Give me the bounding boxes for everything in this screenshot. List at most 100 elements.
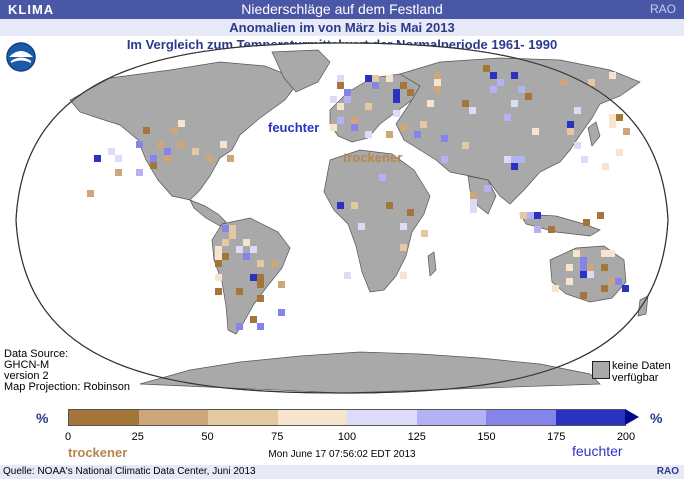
nodata-line1: keine Daten xyxy=(612,360,671,372)
anomaly-cell xyxy=(609,121,616,128)
anomaly-cell xyxy=(386,202,393,209)
anomaly-cell xyxy=(602,163,609,170)
nodata-swatch xyxy=(592,361,610,379)
anomaly-cell xyxy=(236,323,243,330)
legend-tick-175: 175 xyxy=(547,431,566,443)
anomaly-cell xyxy=(243,253,250,260)
anomaly-cell xyxy=(441,135,448,142)
anomaly-cell xyxy=(400,223,407,230)
legend-swatch-7 xyxy=(555,410,625,425)
anomaly-cell xyxy=(581,156,588,163)
section-label: KLIMA xyxy=(8,2,55,17)
anomaly-cell xyxy=(434,72,441,79)
anomaly-cell xyxy=(527,212,534,219)
anomaly-cell xyxy=(220,141,227,148)
legend-swatch-5 xyxy=(416,410,486,425)
anomaly-cell xyxy=(597,212,604,219)
anomaly-cell xyxy=(192,148,199,155)
anomaly-cell xyxy=(567,128,574,135)
anomaly-cell xyxy=(164,148,171,155)
anomaly-cell xyxy=(608,250,615,257)
timestamp: Mon June 17 07:56:02 EDT 2013 xyxy=(268,449,416,460)
anomaly-cell xyxy=(580,292,587,299)
anomaly-cell xyxy=(560,79,567,86)
anomaly-cell xyxy=(351,124,358,131)
anomaly-cell xyxy=(601,285,608,292)
anomaly-cell xyxy=(337,75,344,82)
anomaly-cell xyxy=(215,253,222,260)
anomaly-cell xyxy=(518,86,525,93)
anomaly-cell xyxy=(511,163,518,170)
anomaly-cell xyxy=(222,253,229,260)
anomaly-cell xyxy=(583,219,590,226)
anomaly-cell xyxy=(616,149,623,156)
anomaly-cell xyxy=(504,114,511,121)
legend-label-dry: trockener xyxy=(68,445,128,460)
anomaly-cell xyxy=(236,246,243,253)
nodata-line2: verfügbar xyxy=(612,372,659,384)
anomaly-cell xyxy=(365,75,372,82)
anomaly-cell xyxy=(94,155,101,162)
anomaly-cell xyxy=(462,100,469,107)
anomaly-cell xyxy=(504,156,511,163)
legend-swatch-1 xyxy=(138,410,208,425)
anomaly-cell xyxy=(150,162,157,169)
anomaly-cell xyxy=(150,155,157,162)
anomaly-cell xyxy=(587,271,594,278)
japan xyxy=(587,121,601,147)
legend-tick-25: 25 xyxy=(131,431,144,443)
anomaly-cell xyxy=(358,223,365,230)
anomaly-cell xyxy=(623,128,630,135)
anomaly-cell xyxy=(372,75,379,82)
footer-brand: RAO xyxy=(656,466,679,477)
anomaly-cell xyxy=(566,278,573,285)
north-america xyxy=(69,61,301,201)
anomaly-cell xyxy=(278,281,285,288)
anomaly-cell xyxy=(525,93,532,100)
anomaly-cell xyxy=(393,96,400,103)
anomaly-cell xyxy=(407,89,414,96)
title-bar: KLIMA Niederschläge auf dem Festland RAO xyxy=(0,0,684,19)
anomaly-cell xyxy=(178,120,185,127)
anomaly-cell xyxy=(400,82,407,89)
land-masses xyxy=(69,49,649,394)
nodata-label: keine Daten verfügbar xyxy=(612,360,671,384)
anomaly-cell xyxy=(622,285,629,292)
anomaly-cell xyxy=(393,110,400,117)
source-info-3: version 2 xyxy=(4,370,49,382)
anomaly-cell xyxy=(434,79,441,86)
anomaly-cell xyxy=(497,79,504,86)
anomaly-cell xyxy=(580,264,587,271)
anomaly-cell xyxy=(115,169,122,176)
anomaly-cell xyxy=(344,272,351,279)
anomaly-cell xyxy=(574,107,581,114)
anomaly-cell xyxy=(511,72,518,79)
legend-swatch-6 xyxy=(486,410,556,425)
anomaly-cell xyxy=(157,141,164,148)
legend-label-wet: feuchter xyxy=(572,443,623,459)
anomaly-cell xyxy=(365,131,372,138)
legend-swatch-4 xyxy=(347,410,417,425)
label-feuchter: feuchter xyxy=(268,120,320,135)
anomaly-cell xyxy=(351,117,358,124)
anomaly-cell xyxy=(136,141,143,148)
brand-label: RAO xyxy=(649,2,676,16)
legend-tick-150: 150 xyxy=(477,431,496,443)
noaa-logo xyxy=(6,42,36,72)
anomaly-cell xyxy=(250,274,257,281)
anomaly-cell xyxy=(351,202,358,209)
anomaly-cell xyxy=(337,103,344,110)
anomaly-cell xyxy=(386,131,393,138)
legend-unit-left: % xyxy=(36,410,49,426)
anomaly-cell xyxy=(379,174,386,181)
anomaly-cell xyxy=(257,260,264,267)
anomaly-cell xyxy=(243,239,250,246)
antarctica xyxy=(139,351,601,394)
anomaly-cell xyxy=(552,285,559,292)
anomaly-cell xyxy=(407,209,414,216)
anomaly-cell xyxy=(400,244,407,251)
anomaly-cell xyxy=(601,264,608,271)
africa xyxy=(323,149,431,293)
anomaly-cell xyxy=(462,142,469,149)
